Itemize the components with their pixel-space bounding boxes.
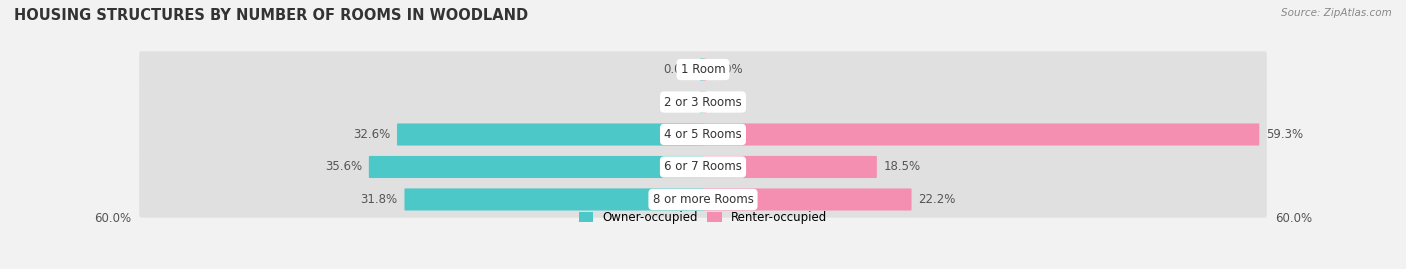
FancyBboxPatch shape <box>703 58 706 81</box>
Text: 2 or 3 Rooms: 2 or 3 Rooms <box>664 95 742 108</box>
FancyBboxPatch shape <box>396 123 703 146</box>
Text: 1 Room: 1 Room <box>681 63 725 76</box>
FancyBboxPatch shape <box>368 156 703 178</box>
FancyBboxPatch shape <box>139 51 1267 88</box>
Legend: Owner-occupied, Renter-occupied: Owner-occupied, Renter-occupied <box>574 206 832 228</box>
Text: 22.2%: 22.2% <box>918 193 956 206</box>
FancyBboxPatch shape <box>703 188 911 211</box>
Text: 0.0%: 0.0% <box>713 63 742 76</box>
Text: 0.0%: 0.0% <box>664 63 693 76</box>
Text: 60.0%: 60.0% <box>94 213 131 225</box>
Text: Source: ZipAtlas.com: Source: ZipAtlas.com <box>1281 8 1392 18</box>
FancyBboxPatch shape <box>139 181 1267 218</box>
Text: 6 or 7 Rooms: 6 or 7 Rooms <box>664 161 742 174</box>
Text: 8 or more Rooms: 8 or more Rooms <box>652 193 754 206</box>
Text: 0.0%: 0.0% <box>713 95 742 108</box>
Text: 0.0%: 0.0% <box>664 95 693 108</box>
FancyBboxPatch shape <box>703 156 877 178</box>
FancyBboxPatch shape <box>703 91 706 113</box>
FancyBboxPatch shape <box>700 58 703 81</box>
FancyBboxPatch shape <box>703 123 1260 146</box>
Text: HOUSING STRUCTURES BY NUMBER OF ROOMS IN WOODLAND: HOUSING STRUCTURES BY NUMBER OF ROOMS IN… <box>14 8 529 23</box>
Text: 32.6%: 32.6% <box>353 128 389 141</box>
FancyBboxPatch shape <box>405 188 703 211</box>
Text: 60.0%: 60.0% <box>1275 213 1312 225</box>
FancyBboxPatch shape <box>139 84 1267 120</box>
Text: 35.6%: 35.6% <box>325 161 361 174</box>
FancyBboxPatch shape <box>139 149 1267 185</box>
FancyBboxPatch shape <box>700 91 703 113</box>
Text: 4 or 5 Rooms: 4 or 5 Rooms <box>664 128 742 141</box>
Text: 31.8%: 31.8% <box>360 193 398 206</box>
FancyBboxPatch shape <box>139 116 1267 153</box>
Text: 59.3%: 59.3% <box>1267 128 1303 141</box>
Text: 18.5%: 18.5% <box>884 161 921 174</box>
